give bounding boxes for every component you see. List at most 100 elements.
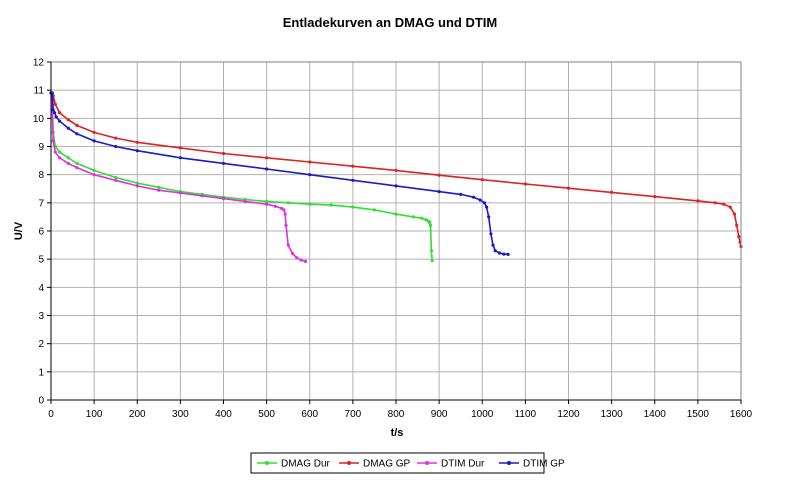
data-point <box>728 205 732 209</box>
legend-item: DTIM GP <box>499 459 565 470</box>
legend-item: DTIM Dur <box>417 459 485 470</box>
data-point <box>157 188 161 192</box>
data-point <box>54 115 58 119</box>
x-tick-label: 100 <box>86 409 103 420</box>
data-point <box>308 160 312 164</box>
data-point <box>53 150 57 154</box>
data-point <box>178 146 182 150</box>
data-point <box>157 185 161 189</box>
x-tick-label: 400 <box>215 409 232 420</box>
x-tick-label: 900 <box>431 409 448 420</box>
data-point <box>284 223 288 227</box>
data-point <box>265 199 269 203</box>
legend-item: DMAG GP <box>339 459 411 470</box>
series-group <box>49 91 743 263</box>
data-point <box>372 208 376 212</box>
data-point <box>178 191 182 195</box>
data-point <box>52 111 57 115</box>
data-point <box>502 252 506 256</box>
data-point <box>114 178 118 182</box>
data-point <box>243 199 247 203</box>
data-point <box>75 161 79 165</box>
data-point <box>92 173 96 177</box>
data-point <box>114 144 118 149</box>
legend-item: DMAG Dur <box>257 459 331 470</box>
data-point <box>394 212 398 216</box>
data-point <box>394 184 398 188</box>
data-point <box>200 194 204 198</box>
legend-box <box>250 452 545 474</box>
data-point <box>75 132 79 136</box>
x-tick-label: 700 <box>345 409 362 420</box>
legend-label: DMAG Dur <box>281 459 331 470</box>
data-point <box>713 201 717 205</box>
data-point <box>221 151 226 156</box>
data-point <box>429 249 433 253</box>
data-point <box>265 156 269 160</box>
data-point <box>303 259 307 263</box>
legend-label: DTIM GP <box>523 459 565 470</box>
data-point <box>75 123 79 127</box>
y-tick-label: 12 <box>33 58 45 69</box>
data-point <box>428 223 433 227</box>
legend: DMAG Dur DMAG GP DTIM Dur DTIM GP <box>250 452 565 474</box>
series-line <box>51 92 306 263</box>
data-point <box>51 108 55 112</box>
data-point <box>428 220 432 225</box>
data-point <box>265 202 269 206</box>
data-point <box>295 256 299 260</box>
data-point <box>308 202 312 206</box>
data-point <box>92 130 96 134</box>
x-tick-label: 1400 <box>644 409 667 420</box>
y-tick-label: 2 <box>38 339 44 350</box>
data-point <box>273 204 277 208</box>
x-tick-label: 1100 <box>515 409 537 420</box>
data-point <box>478 198 482 202</box>
legend-marker <box>425 461 429 465</box>
data-point <box>506 252 510 256</box>
data-point <box>308 173 312 177</box>
x-tick-label: 300 <box>172 409 189 420</box>
data-point <box>135 184 139 188</box>
data-point <box>75 166 79 170</box>
data-point <box>53 102 57 106</box>
data-point <box>459 192 463 196</box>
data-point <box>282 208 286 212</box>
y-tick-label: 4 <box>38 283 44 294</box>
data-point <box>66 126 70 130</box>
x-tick-label: 0 <box>48 409 54 420</box>
x-tick-label: 500 <box>258 409 275 420</box>
data-point <box>135 140 139 144</box>
x-tick-label: 600 <box>301 409 318 420</box>
data-point <box>290 251 295 256</box>
y-axis-label: U/V <box>13 221 25 240</box>
y-tick-label: 8 <box>38 170 44 181</box>
data-point <box>722 202 726 206</box>
data-point <box>696 199 700 203</box>
data-point <box>286 201 290 205</box>
data-point <box>58 119 62 123</box>
data-point <box>653 195 657 199</box>
data-point <box>66 156 70 160</box>
data-point <box>732 212 737 216</box>
data-point <box>735 223 739 227</box>
y-tick-label: 0 <box>38 396 44 407</box>
data-point <box>51 139 55 143</box>
y-tick-label: 6 <box>38 227 44 238</box>
x-tick-label: 800 <box>388 409 405 420</box>
data-point <box>394 168 398 172</box>
data-point <box>610 190 614 194</box>
data-point <box>480 178 484 182</box>
data-point <box>58 111 62 115</box>
data-point <box>114 175 118 180</box>
legend-marker <box>347 461 351 465</box>
y-tick-label: 7 <box>38 198 44 209</box>
data-point <box>523 182 528 186</box>
data-point <box>420 216 424 220</box>
chart-title: Entladekurven an DMAG und DTIM <box>283 15 498 30</box>
data-point <box>221 161 226 165</box>
data-point <box>58 150 62 154</box>
data-point <box>472 195 476 199</box>
